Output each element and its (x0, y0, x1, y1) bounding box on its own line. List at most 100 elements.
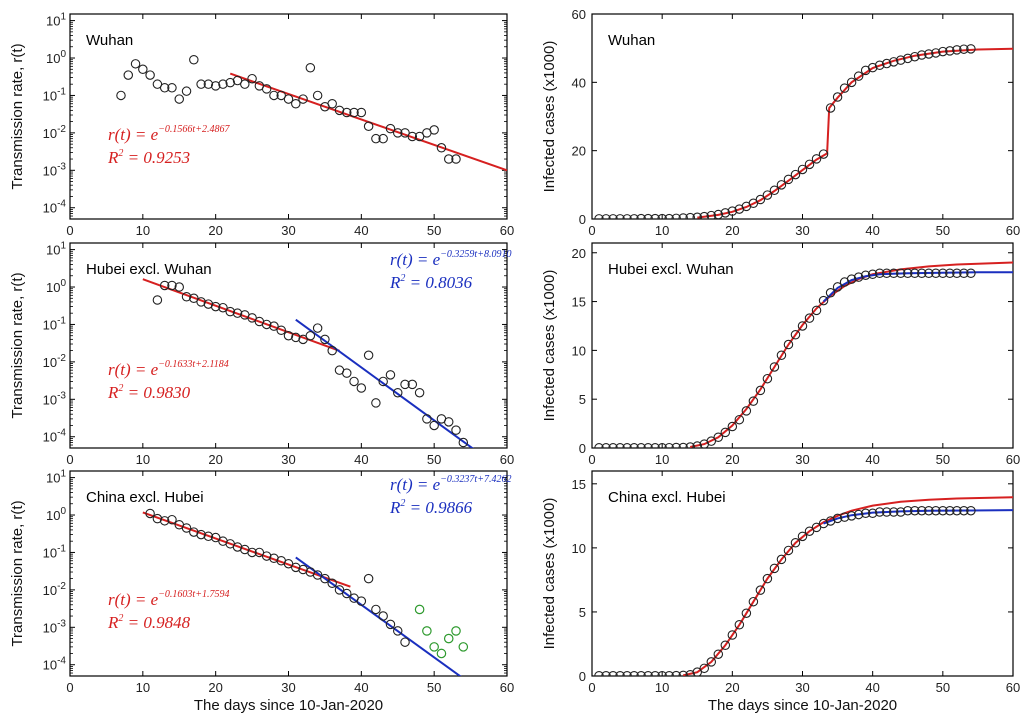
panel-wuhan-cases: 0 10 20 30 40 50 60 0 20 40 60 Infected cases (x100… (541, 7, 1020, 238)
data-point (797, 531, 808, 542)
y-tick-label: 10-3 (43, 390, 67, 407)
data-point (261, 551, 272, 561)
x-tick-label: 10 (136, 223, 150, 238)
data-point (952, 45, 962, 55)
model-curve (689, 261, 1013, 448)
data-point (699, 211, 710, 219)
x-tick-label: 60 (1006, 452, 1020, 467)
data-point (945, 268, 955, 279)
data-point (938, 46, 948, 57)
data-point (931, 268, 941, 279)
data-point (174, 94, 185, 104)
x-tick-label: 40 (865, 680, 879, 695)
data-point (363, 350, 374, 361)
data-point (692, 212, 702, 219)
x-tick-label: 60 (500, 680, 514, 695)
x-tick-label: 0 (588, 680, 595, 695)
fit-line (142, 511, 351, 588)
y-axis-label: Infected cases (x1000) (541, 270, 558, 422)
panel-china-rate: 0 10 20 30 40 50 60 101 100 10-1 10-2 10-3 10-4 Trans… (9, 469, 514, 714)
x-tick-label: 50 (427, 223, 441, 238)
data-point (895, 55, 906, 65)
data-point (811, 522, 822, 533)
data-point (371, 398, 381, 408)
data-point (385, 619, 396, 630)
data-point (240, 79, 250, 89)
data-point (392, 387, 403, 398)
data-point (247, 73, 257, 84)
y-tick-label: 15 (572, 295, 586, 310)
x-tick-label: 50 (936, 452, 950, 467)
data-point (685, 442, 695, 448)
x-tick-label: 10 (136, 452, 150, 467)
data-point (783, 339, 794, 350)
data-point (392, 626, 403, 636)
data-point (342, 107, 352, 118)
data-point (762, 573, 773, 584)
data-point (804, 526, 815, 536)
data-point (945, 505, 955, 516)
x-tick-label: 30 (795, 680, 809, 695)
data-point (678, 670, 688, 676)
data-point (327, 345, 337, 356)
x-tick-label: 10 (136, 680, 150, 695)
data-point (713, 209, 724, 219)
data-point (924, 49, 934, 59)
data-point (650, 443, 660, 448)
x-tick-label: 30 (795, 452, 809, 467)
data-point (846, 77, 857, 88)
data-point (832, 92, 843, 102)
data-point (378, 376, 388, 387)
data-point (342, 588, 352, 599)
data-point (334, 585, 345, 595)
data-point (356, 596, 367, 606)
data-point (797, 164, 808, 175)
data-point (210, 81, 221, 91)
data-point (657, 443, 667, 448)
data-point (917, 50, 927, 60)
panel-hubei-rate: 0 10 20 30 40 50 60 101 100 10-1 10-2 10-3 10-4 Trans… (9, 241, 514, 467)
y-tick-label: 10-2 (43, 353, 67, 370)
data-point (629, 443, 639, 448)
data-point (152, 295, 163, 305)
y-axis-label: Transmission rate, r(t) (9, 272, 26, 418)
data-point (818, 295, 829, 306)
data-point (276, 325, 286, 335)
data-point (320, 573, 330, 584)
y-tick-label: 60 (572, 7, 586, 22)
data-point (895, 507, 906, 517)
data-point (356, 383, 367, 393)
data-point (174, 282, 185, 292)
data-point (917, 268, 927, 279)
data-point (727, 421, 738, 432)
data-point (291, 332, 301, 343)
data-point (196, 297, 206, 307)
y-tick-label: 100 (46, 49, 66, 66)
x-tick-label: 40 (354, 452, 368, 467)
data-point (888, 57, 899, 67)
data-point (378, 611, 388, 621)
data-point (783, 545, 794, 556)
y-tick-label: 0 (579, 669, 586, 684)
data-point (881, 58, 892, 69)
y-tick-label: 10 (572, 541, 586, 556)
data-point (860, 270, 871, 280)
data-point (874, 60, 885, 70)
x-tick-label: 30 (281, 223, 295, 238)
axes-frame (69, 470, 508, 677)
data-point (594, 214, 604, 219)
data-point (931, 505, 941, 516)
x-tick-label: 50 (427, 680, 441, 695)
excluded-data-point (422, 626, 432, 636)
y-tick-label: 10-3 (43, 618, 67, 635)
data-point (247, 547, 257, 558)
y-tick-label: 10-3 (43, 161, 67, 178)
data-point (622, 443, 632, 448)
data-point (181, 86, 192, 96)
data-point (356, 107, 367, 118)
data-point (210, 301, 221, 312)
data-point (218, 302, 228, 313)
data-point (400, 379, 410, 390)
data-point (349, 376, 359, 387)
data-point (436, 143, 447, 153)
